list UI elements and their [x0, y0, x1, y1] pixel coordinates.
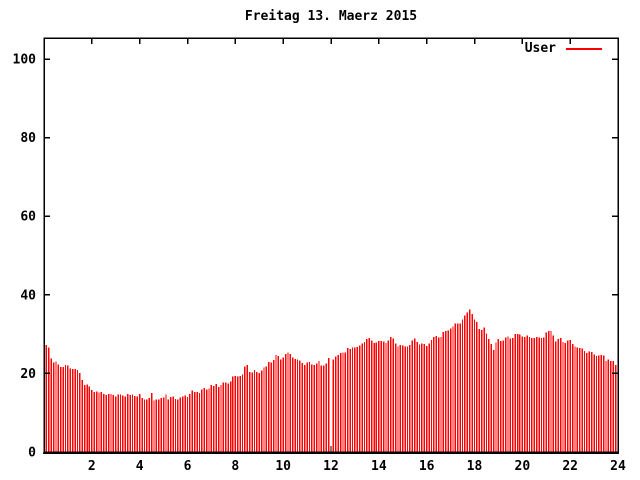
chart-title: Freitag 13. Maerz 2015 [244, 9, 418, 24]
series-user-bars [45, 309, 619, 452]
x-tick-label-14: 14 [371, 459, 387, 474]
y-axis-ticks [44, 58, 618, 453]
x-tick-label-16: 16 [419, 459, 435, 474]
y-tick-label-20: 20 [20, 367, 36, 382]
legend-label-user: User [524, 41, 556, 56]
y-axis-labels: 0 20 40 60 80 100 [13, 53, 37, 461]
x-tick-label-22: 22 [562, 459, 578, 474]
y-tick-label-60: 60 [20, 210, 36, 225]
x-tick-label-20: 20 [515, 459, 531, 474]
x-axis-top-ticks [91, 38, 619, 44]
y-tick-label-40: 40 [20, 288, 36, 303]
x-tick-label-4: 4 [136, 459, 144, 474]
x-tick-label-12: 12 [323, 459, 339, 474]
y-tick-label-80: 80 [20, 131, 36, 146]
legend: User [460, 41, 610, 56]
x-tick-label-24: 24 [610, 459, 626, 474]
y-tick-label-100: 100 [13, 53, 37, 68]
x-tick-label-8: 8 [231, 459, 239, 474]
x-axis-labels: 2 4 6 8 10 12 14 16 18 20 22 24 [88, 459, 626, 474]
x-tick-label-18: 18 [467, 459, 483, 474]
y-tick-label-0: 0 [28, 446, 36, 461]
legend-line-sample [566, 47, 602, 50]
x-tick-label-6: 6 [184, 459, 192, 474]
x-tick-label-2: 2 [88, 459, 96, 474]
x-tick-label-10: 10 [275, 459, 291, 474]
